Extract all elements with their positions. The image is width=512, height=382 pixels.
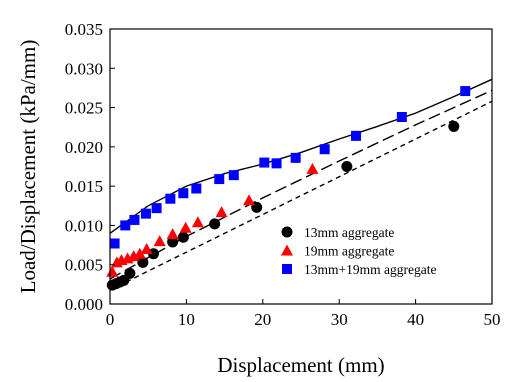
y-tick-label: 0.010 <box>65 216 103 235</box>
data-point-series-1 <box>137 256 149 268</box>
data-point-series-3 <box>460 86 471 97</box>
x-axis-label: Displacement (mm) <box>217 353 384 377</box>
data-point-series-1 <box>177 231 189 243</box>
data-point-series-3 <box>228 170 239 181</box>
legend-label: 13mm+19mm aggregate <box>304 262 436 277</box>
data-point-series-2 <box>191 216 204 228</box>
data-point-series-3 <box>396 112 407 122</box>
data-point-series-2 <box>133 247 146 259</box>
x-tick-label: 30 <box>331 310 348 329</box>
data-point-series-3 <box>319 144 330 155</box>
data-point-series-3 <box>259 157 270 168</box>
y-axis-label: Load/Displacement (kPa/mm) <box>16 40 40 294</box>
data-point-series-1 <box>448 120 460 132</box>
y-tick-label: 0.020 <box>65 138 103 157</box>
data-point-series-1 <box>167 236 179 248</box>
data-point-series-2 <box>106 265 119 277</box>
x-tick-label: 40 <box>407 310 424 329</box>
data-point-series-3 <box>151 203 162 214</box>
x-tick-label: 10 <box>178 310 195 329</box>
legend-marker-series-2 <box>281 244 293 256</box>
fit-line-series-1 <box>109 100 493 291</box>
data-point-series-2 <box>306 162 319 174</box>
data-point-series-3 <box>165 193 176 204</box>
y-tick-label: 0.000 <box>65 295 103 314</box>
data-point-series-3 <box>140 208 151 219</box>
x-tick-label: 50 <box>484 310 501 329</box>
data-point-series-3 <box>351 130 362 141</box>
data-point-series-3 <box>129 214 140 225</box>
data-point-series-3 <box>191 183 202 194</box>
legend-label: 13mm aggregate <box>304 225 394 240</box>
x-tick-label: 0 <box>106 310 115 329</box>
data-point-series-2 <box>215 206 228 218</box>
data-point-series-3 <box>178 188 189 199</box>
data-point-series-3 <box>214 174 225 185</box>
fit-line-series-2 <box>109 89 493 280</box>
x-tick-label: 20 <box>254 310 271 329</box>
fit-lines <box>109 78 493 291</box>
data-point-series-2 <box>243 194 256 206</box>
data-point-series-3 <box>109 238 120 249</box>
axis-ticks: 0 10 20 30 40 50 0.000 0.005 0.010 0.015 0.020 0.02… <box>65 20 501 329</box>
data-point-series-3 <box>290 152 301 163</box>
y-tick-label: 0.005 <box>65 256 103 275</box>
y-tick-label: 0.035 <box>65 20 103 39</box>
y-tick-label: 0.015 <box>65 177 103 196</box>
data-point-series-3 <box>271 158 282 169</box>
data-point-series-1 <box>124 267 136 279</box>
data-point-series-2 <box>166 228 179 240</box>
y-tick-label: 0.030 <box>65 59 103 78</box>
data-point-series-2 <box>140 243 153 254</box>
data-point-series-2 <box>153 235 166 247</box>
legend: 13mm aggregate 19mm aggregate 13mm+19mm ag… <box>281 225 436 277</box>
legend-marker-series-3 <box>282 264 292 274</box>
legend-label: 19mm aggregate <box>304 244 394 259</box>
y-tick-label: 0.025 <box>65 99 103 118</box>
legend-marker-series-1 <box>281 226 293 238</box>
data-point-series-1 <box>341 161 353 172</box>
plot-frame <box>109 28 493 305</box>
data-points <box>106 86 471 291</box>
data-point-series-3 <box>120 220 131 231</box>
data-point-series-1 <box>209 218 221 230</box>
data-point-series-2 <box>179 221 192 233</box>
fit-line-series-3 <box>109 78 493 234</box>
